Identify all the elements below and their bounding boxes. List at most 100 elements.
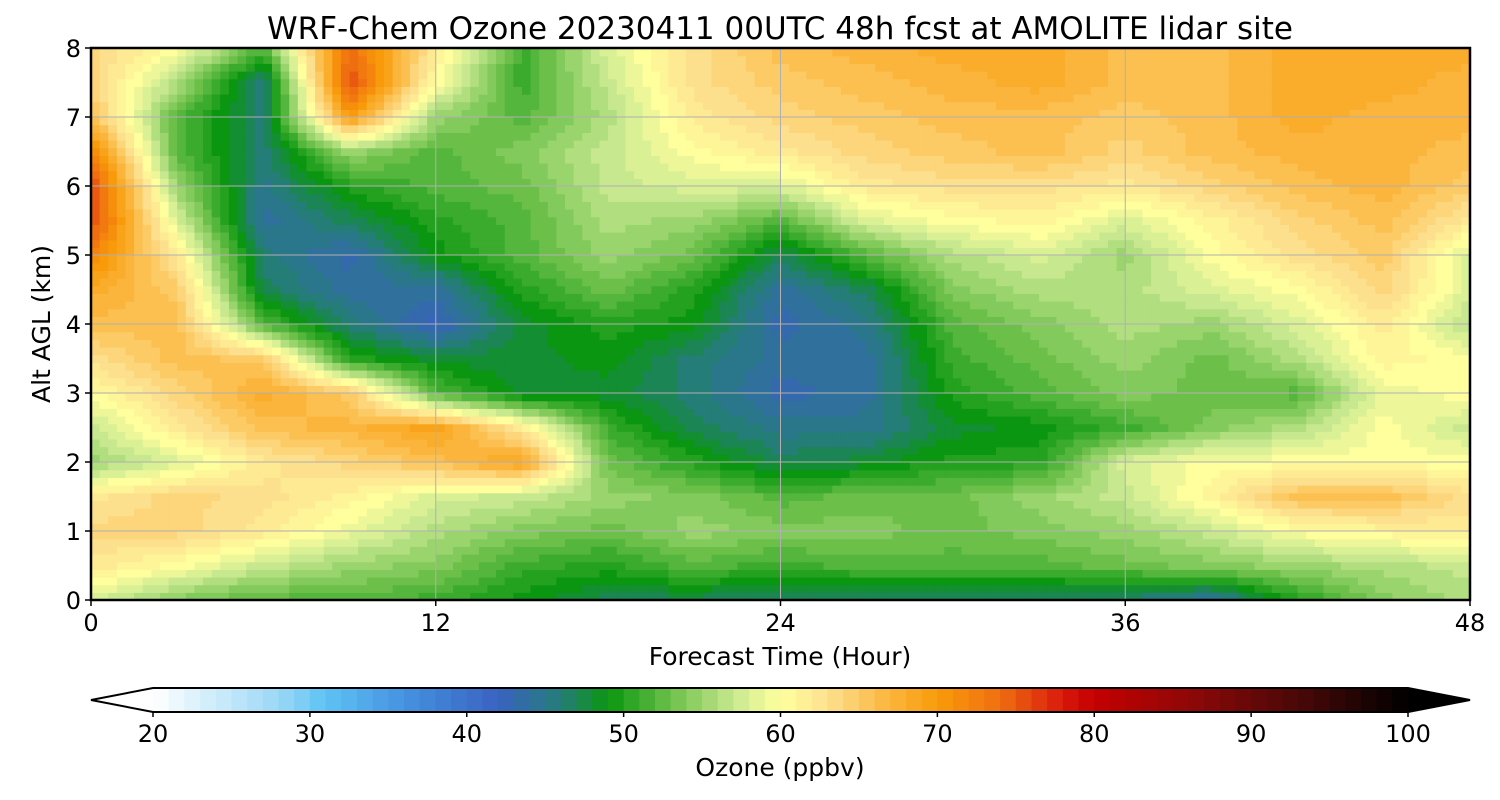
heatmap-cell xyxy=(1375,584,1385,593)
heatmap-cell xyxy=(556,508,566,517)
heatmap-cell xyxy=(1142,454,1152,463)
heatmap-cell xyxy=(289,393,299,402)
heatmap-cell xyxy=(392,377,402,386)
heatmap-cell xyxy=(1159,569,1169,578)
heatmap-cell xyxy=(935,431,945,440)
heatmap-cell xyxy=(642,592,652,600)
heatmap-cell xyxy=(1004,446,1014,455)
heatmap-cell xyxy=(134,477,144,486)
heatmap-cell xyxy=(1237,515,1247,524)
heatmap-cell xyxy=(306,577,316,586)
heatmap-cell xyxy=(151,569,161,578)
heatmap-cell xyxy=(1375,561,1385,570)
heatmap-cell xyxy=(849,554,859,563)
heatmap-cell xyxy=(444,454,454,463)
heatmap-cell xyxy=(1194,485,1204,494)
heatmap-cell xyxy=(1280,500,1290,509)
heatmap-cell xyxy=(1323,370,1333,379)
heatmap-cell xyxy=(280,393,290,402)
heatmap-cell xyxy=(418,416,428,425)
heatmap-cell xyxy=(970,554,980,563)
heatmap-cell xyxy=(1125,477,1135,486)
heatmap-cell xyxy=(470,592,480,600)
heatmap-cell xyxy=(271,584,282,593)
heatmap-cell xyxy=(1064,569,1075,578)
heatmap-cell xyxy=(1142,370,1152,379)
heatmap-cell xyxy=(1116,416,1126,425)
heatmap-cell xyxy=(1159,416,1169,425)
heatmap-cell xyxy=(909,454,919,463)
heatmap-cell xyxy=(547,569,558,578)
heatmap-cell xyxy=(1409,439,1419,448)
heatmap-cell xyxy=(780,577,790,586)
heatmap-cell xyxy=(728,523,739,532)
heatmap-cell xyxy=(1375,477,1385,486)
heatmap-cell xyxy=(1004,454,1014,463)
heatmap-cell xyxy=(720,561,730,570)
heatmap-cell xyxy=(1013,362,1023,371)
heatmap-cell xyxy=(116,477,127,486)
heatmap-cell xyxy=(1064,538,1075,547)
heatmap-cell xyxy=(289,546,299,555)
heatmap-cell xyxy=(935,385,945,394)
heatmap-cell xyxy=(978,584,988,593)
heatmap-cell xyxy=(633,554,644,563)
heatmap-cell xyxy=(401,439,411,448)
heatmap-cell xyxy=(384,500,394,509)
heatmap-cell xyxy=(866,577,876,586)
heatmap-cell xyxy=(435,377,445,386)
heatmap-cell xyxy=(875,393,885,402)
heatmap-cell xyxy=(1185,477,1195,486)
heatmap-cell xyxy=(91,523,101,532)
heatmap-cell xyxy=(151,477,161,486)
heatmap-cell xyxy=(1426,408,1437,417)
heatmap-cell xyxy=(797,554,807,563)
heatmap-cell xyxy=(358,370,368,379)
heatmap-cell xyxy=(513,492,523,501)
heatmap-cell xyxy=(521,554,532,563)
heatmap-cell xyxy=(271,531,282,540)
heatmap-cell xyxy=(1349,431,1359,440)
heatmap-cell xyxy=(927,492,937,501)
heatmap-cell xyxy=(901,408,911,417)
heatmap-cell xyxy=(1314,546,1325,555)
heatmap-cell xyxy=(1030,546,1040,555)
heatmap-cell xyxy=(159,569,170,578)
heatmap-cell xyxy=(349,500,359,509)
heatmap-cell xyxy=(1366,500,1376,509)
heatmap-cell xyxy=(858,500,868,509)
heatmap-cell xyxy=(116,469,127,478)
heatmap-cell xyxy=(280,531,290,540)
heatmap-cell xyxy=(694,592,704,600)
heatmap-cell xyxy=(194,469,204,478)
heatmap-cell xyxy=(116,439,127,448)
heatmap-cell xyxy=(806,584,816,593)
heatmap-cell xyxy=(1280,362,1290,371)
heatmap-cell xyxy=(771,416,782,425)
heatmap-cell xyxy=(470,462,480,471)
heatmap-cell xyxy=(1056,370,1066,379)
heatmap-cell xyxy=(427,393,437,402)
heatmap-cell xyxy=(1435,477,1445,486)
heatmap-cell xyxy=(1228,400,1238,409)
heatmap-cell xyxy=(211,416,221,425)
heatmap-cell xyxy=(823,446,833,455)
heatmap-cell xyxy=(685,416,695,425)
heatmap-cell xyxy=(883,485,894,494)
heatmap-cell xyxy=(254,462,264,471)
heatmap-cell xyxy=(1314,531,1325,540)
heatmap-cell xyxy=(1435,377,1445,386)
heatmap-cell xyxy=(168,408,178,417)
heatmap-cell xyxy=(608,385,618,394)
heatmap-cell xyxy=(866,377,876,386)
heatmap-cell xyxy=(1159,370,1169,379)
heatmap-cell xyxy=(1202,561,1213,570)
heatmap-cell xyxy=(633,561,644,570)
heatmap-cell xyxy=(461,400,471,409)
heatmap-cell xyxy=(539,469,549,478)
heatmap-cell xyxy=(108,370,118,379)
heatmap-cell xyxy=(1056,362,1066,371)
heatmap-cell xyxy=(332,561,342,570)
heatmap-cell xyxy=(340,523,351,532)
heatmap-cell xyxy=(1220,446,1230,455)
